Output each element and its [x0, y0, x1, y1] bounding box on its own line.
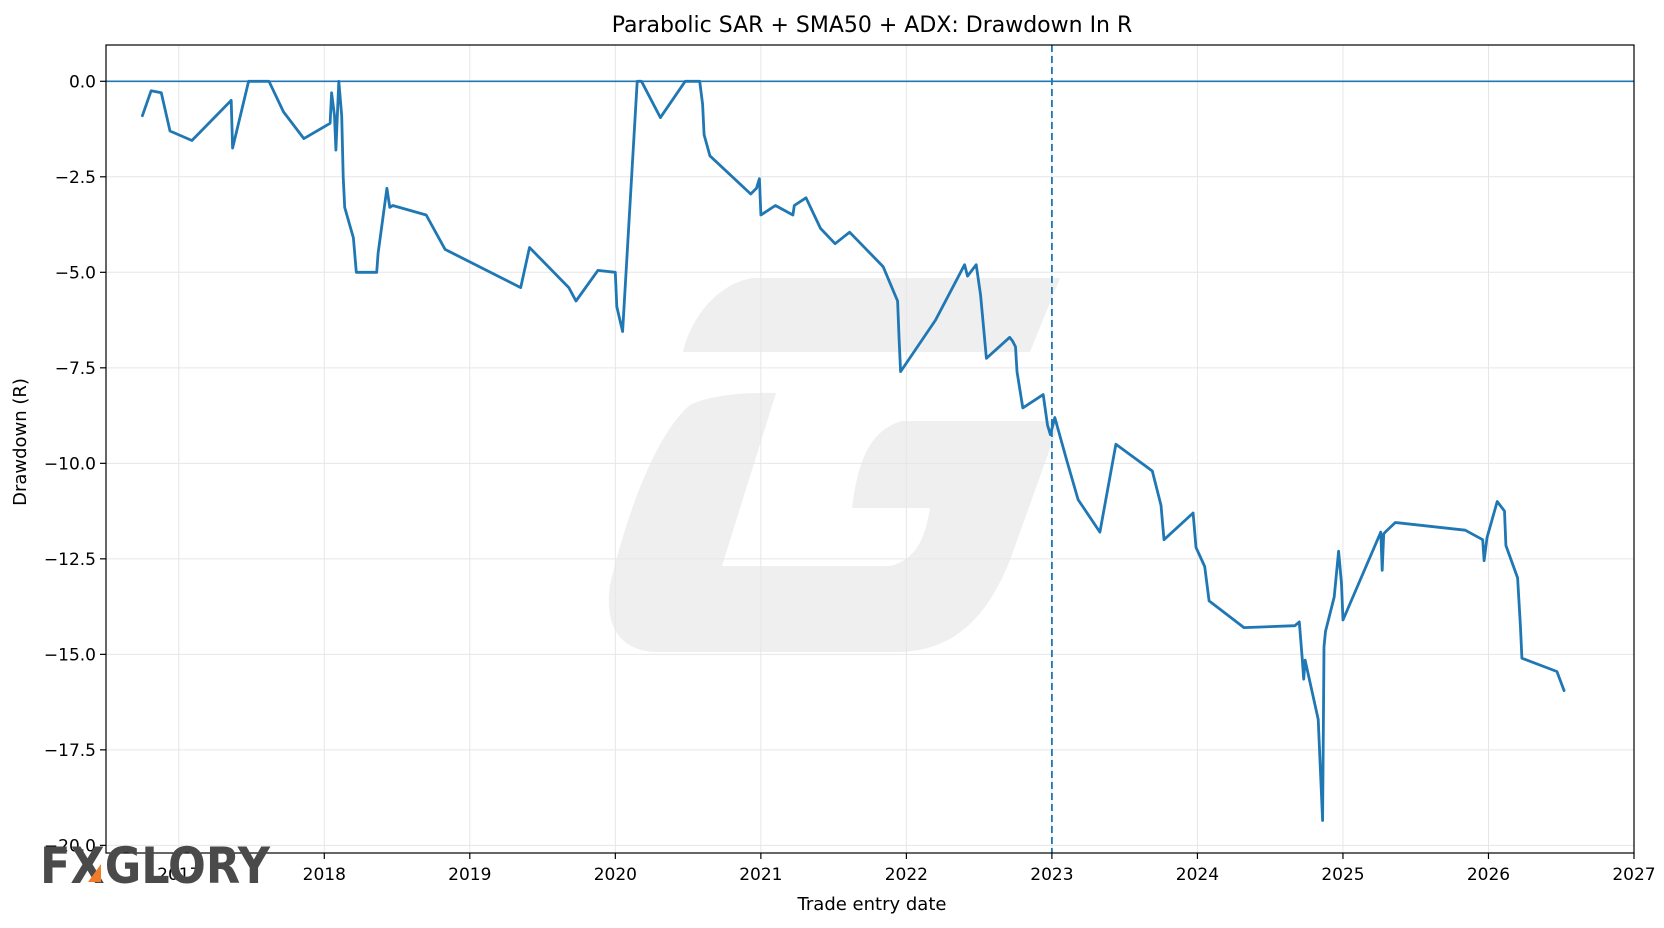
y-tick-label: −17.5 — [44, 741, 96, 761]
x-axis-label: Trade entry date — [797, 894, 947, 915]
x-tick-label: 2018 — [303, 865, 346, 885]
x-tick-label: 2020 — [594, 865, 637, 885]
x-tick-label: 2026 — [1467, 865, 1510, 885]
y-tick-label: −15.0 — [44, 645, 96, 665]
watermark-g-shape — [608, 278, 1060, 652]
x-tick-label: 2021 — [739, 865, 782, 885]
plot-frame — [105, 44, 1635, 854]
x-tick-label: 2019 — [448, 865, 491, 885]
reference-lines — [106, 45, 1634, 853]
y-tick-label: −12.5 — [44, 550, 96, 570]
x-tick-label: 2024 — [1176, 865, 1219, 885]
x-tick-label: 2017 — [157, 865, 200, 885]
series-layer — [140, 79, 1566, 822]
y-tick-label: −2.5 — [55, 168, 96, 188]
y-tick-label: −20.0 — [44, 836, 96, 856]
y-tick-label: −5.0 — [55, 263, 96, 283]
logo-text: FXGLORY — [40, 837, 271, 895]
y-axis-label: Drawdown (R) — [10, 378, 31, 506]
x-tick-label: 2027 — [1612, 865, 1655, 885]
logo-accent-mark — [88, 864, 101, 882]
chart-title: Parabolic SAR + SMA50 + ADX: Drawdown In… — [612, 13, 1133, 38]
y-tick-label: −10.0 — [44, 454, 96, 474]
drawdown-line — [140, 79, 1566, 822]
y-tick-label: 0.0 — [69, 72, 96, 92]
x-tick-label: 2023 — [1030, 865, 1073, 885]
tick-layer: 2017 2018 2019 2020 2021 2022 2023 2024 2025 2026… — [44, 72, 1656, 885]
x-tick-label: 2022 — [885, 865, 928, 885]
x-tick-label: 2025 — [1321, 865, 1364, 885]
y-tick-label: −7.5 — [55, 359, 96, 379]
fxglory-logo: FXGLORY — [40, 837, 271, 895]
